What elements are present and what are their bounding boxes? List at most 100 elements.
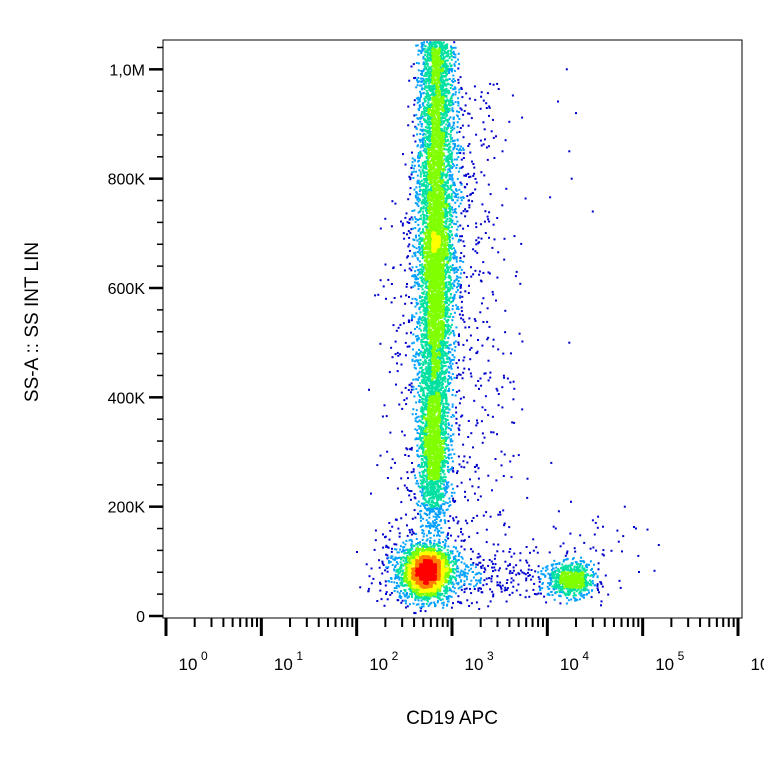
event-dot (482, 272, 484, 274)
event-dot (400, 517, 402, 519)
event-dot (450, 366, 452, 368)
event-dot (451, 48, 453, 50)
event-dot (482, 442, 484, 444)
event-dot (448, 520, 450, 522)
event-dot (482, 121, 484, 123)
event-dot (506, 589, 508, 591)
event-dot (451, 226, 453, 228)
event-dot (453, 519, 455, 521)
event-dot (446, 604, 448, 606)
event-dot (568, 342, 570, 344)
event-dot (586, 594, 588, 596)
event-dot (416, 409, 418, 411)
event-dot (446, 218, 448, 220)
event-dot (451, 348, 453, 350)
event-dot (381, 598, 383, 600)
event-dot (418, 377, 420, 379)
event-dot (408, 230, 410, 232)
event-dot (533, 550, 535, 552)
event-dot (469, 113, 471, 115)
event-dot (504, 561, 506, 563)
event-dot (455, 216, 457, 218)
event-dot (455, 516, 457, 518)
event-dot (563, 542, 565, 544)
event-dot (552, 594, 554, 596)
event-dot (400, 561, 402, 563)
event-dot (624, 506, 626, 508)
event-dot (422, 195, 424, 197)
event-dot (428, 522, 430, 524)
event-dot (422, 375, 424, 377)
event-dot (487, 307, 489, 309)
event-dot (523, 572, 525, 574)
event-dot (411, 447, 413, 449)
event-dot (442, 382, 444, 384)
event-dot (412, 408, 414, 410)
event-dot (452, 460, 454, 462)
event-dot (457, 226, 459, 228)
event-dot (452, 363, 454, 365)
event-dot (451, 220, 453, 222)
event-dot (427, 488, 429, 490)
event-dot (509, 381, 511, 383)
event-dot (493, 84, 495, 86)
event-dot (387, 571, 389, 573)
event-dot (449, 276, 451, 278)
event-dot (448, 281, 450, 283)
event-dot (457, 104, 459, 106)
event-dot (450, 254, 452, 256)
event-dot (425, 184, 427, 186)
event-dot (406, 283, 408, 285)
event-dot (401, 557, 403, 559)
event-dot (444, 318, 446, 320)
event-dot (446, 491, 448, 493)
event-dot (447, 327, 449, 329)
event-dot (449, 99, 451, 101)
event-dot (451, 80, 453, 82)
event-dot (394, 578, 396, 580)
event-dot (595, 550, 597, 552)
event-dot (472, 551, 474, 553)
event-dot (466, 462, 468, 464)
event-dot (460, 287, 462, 289)
event-dot (424, 599, 426, 601)
event-dot (459, 235, 461, 237)
event-dot (509, 594, 511, 596)
event-dot (423, 330, 425, 332)
event-dot (433, 490, 435, 492)
event-dot (452, 449, 454, 451)
event-dot (426, 296, 428, 298)
event-dot (455, 326, 457, 328)
event-dot (451, 51, 453, 53)
event-dot (485, 511, 487, 513)
event-dot (488, 211, 490, 213)
event-dot (420, 389, 422, 391)
event-dot (583, 542, 585, 544)
event-dot (476, 182, 478, 184)
event-dot (468, 125, 470, 127)
event-dot (549, 583, 551, 585)
event-dot (386, 451, 388, 453)
event-dot (451, 245, 453, 247)
event-dot (488, 115, 490, 117)
event-dot (451, 248, 453, 250)
event-dot (468, 206, 470, 208)
event-dot (489, 377, 491, 379)
event-dot (486, 338, 488, 340)
event-dot (490, 600, 492, 602)
event-dot (445, 310, 447, 312)
event-dot (441, 546, 443, 548)
event-dot (574, 547, 576, 549)
event-dot (450, 136, 452, 138)
event-dot (470, 432, 472, 434)
event-dot (458, 280, 460, 282)
event-dot (456, 575, 458, 577)
event-dot (460, 182, 462, 184)
event-dot (405, 602, 407, 604)
event-dot (409, 218, 411, 220)
event-dot (457, 595, 459, 597)
event-dot (446, 145, 448, 147)
event-dot (463, 197, 465, 199)
event-dot (417, 257, 419, 259)
event-dot (458, 390, 460, 392)
